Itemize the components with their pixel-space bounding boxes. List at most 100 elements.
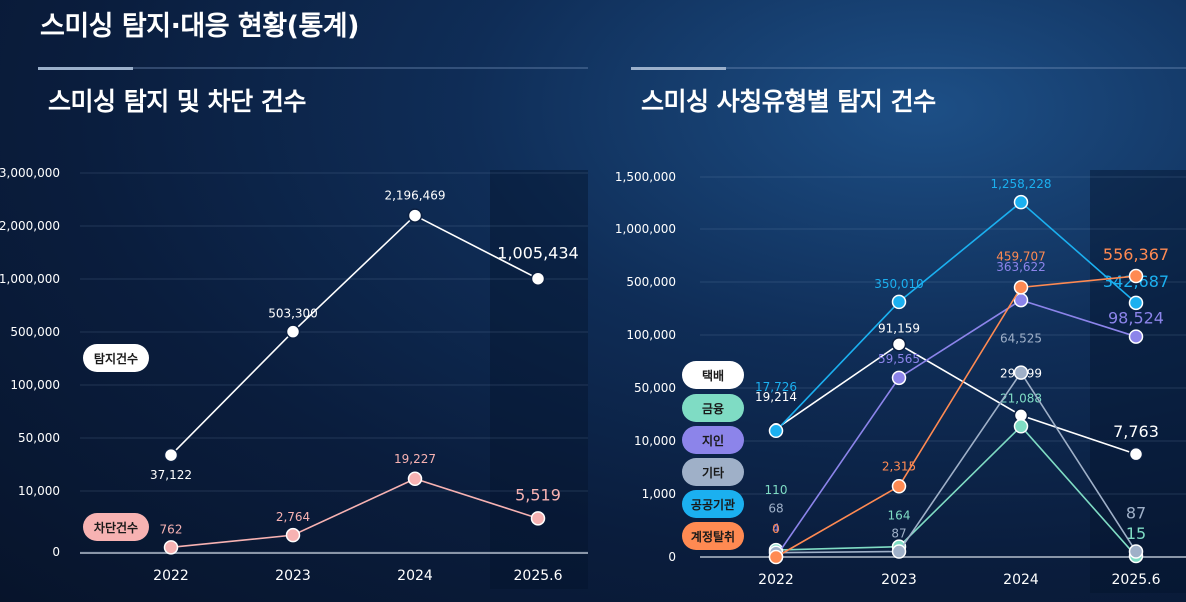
data-point [1013, 280, 1029, 295]
data-point [768, 549, 784, 565]
data-label: 2,315 [882, 459, 916, 473]
chart-2: 0 1,000 10,000 50,000 100,000 500,000 1,000,00… [615, 170, 1186, 593]
data-label: 459,707 [996, 249, 1046, 263]
data-point [1013, 365, 1029, 380]
right-section-rule [631, 67, 1186, 70]
data-label: 110 [765, 483, 788, 497]
series-line [775, 201, 1137, 432]
data-label: 503,300 [268, 307, 318, 321]
data-label: 59,565 [878, 352, 920, 366]
data-label: 19,214 [755, 390, 797, 404]
data-point [891, 544, 907, 559]
series-line [775, 275, 1137, 558]
data-label: 0 [772, 522, 780, 536]
left-panel-title: 스미싱 탐지 및 차단 건수 [48, 87, 306, 116]
series-line [170, 477, 539, 549]
y-tick-label: 50,000 [634, 381, 676, 395]
data-point [1128, 544, 1144, 559]
data-point [891, 337, 907, 352]
data-label: 98,524 [1108, 309, 1164, 328]
page-title: 스미싱 탐지·대응 현황(통계) [40, 11, 359, 42]
data-point [1128, 268, 1144, 284]
series-기타: 68 87 64,525 87 [768, 332, 1146, 560]
data-point [285, 527, 301, 543]
data-label: 350,010 [874, 277, 924, 291]
data-label: 4 [772, 522, 780, 536]
legend-item-금융: 금융 [682, 394, 744, 422]
data-point [1128, 446, 1144, 462]
data-label: 762 [160, 522, 183, 536]
y-tick-label: 1,500,000 [615, 170, 676, 184]
right-panel-title: 스미싱 사칭유형별 탐지 건수 [641, 87, 936, 116]
series-차단건수: 762 2,764 19,227 5,519 [160, 452, 561, 555]
y-tick-label: 500,000 [10, 325, 60, 339]
data-point [1013, 194, 1029, 210]
data-label: 7,763 [1113, 422, 1159, 441]
data-point [407, 471, 423, 487]
x-tick-label: 2022 [758, 572, 794, 588]
highlight-column [490, 170, 588, 589]
data-label: 1,005,434 [497, 244, 578, 263]
series-line [775, 299, 1137, 558]
legend-item-지인: 지인 [682, 426, 744, 454]
data-label: 68 [768, 502, 783, 516]
data-label: 64,525 [1000, 332, 1042, 346]
data-point [891, 294, 907, 310]
data-label: 5,519 [515, 485, 561, 504]
x-tick-label: 2022 [153, 568, 189, 584]
data-label: 15 [1126, 524, 1146, 543]
data-label: 19,227 [394, 452, 436, 466]
y-tick-label: 0 [52, 545, 60, 559]
series-line [775, 425, 1137, 557]
data-label: 2,196,469 [384, 189, 445, 203]
legend-item-계정탈취: 계정탈취 [682, 522, 744, 550]
left-section-rule [38, 67, 588, 70]
series-계정탈취: 0 2,315 459,707 556,367 [768, 245, 1169, 565]
y-tick-label: 1,000 [642, 487, 676, 501]
data-point [530, 271, 546, 286]
y-tick-label: 1,000,000 [615, 222, 676, 236]
series-line [775, 343, 1137, 455]
data-label: 556,367 [1103, 245, 1169, 264]
x-tick-label: 2023 [881, 572, 917, 588]
x-tick-label: 2024 [397, 568, 433, 584]
series-탐지건수: 37,122 503,300 2,196,469 1,005,434 [150, 189, 579, 482]
data-point [1128, 329, 1144, 344]
y-tick-label: 1,000,000 [0, 272, 60, 286]
data-point [163, 540, 179, 555]
data-point [530, 511, 546, 526]
data-point [285, 324, 301, 339]
data-point [1013, 419, 1029, 434]
x-tick-label: 2025.6 [514, 568, 563, 584]
series-line [170, 214, 539, 456]
data-label: 87 [1126, 504, 1146, 523]
data-label: 87 [891, 527, 906, 541]
series-지인: 4 59,565 363,622 98,524 [768, 260, 1164, 564]
y-tick-label: 0 [668, 550, 676, 564]
y-tick-label: 10,000 [634, 434, 676, 448]
data-label: 164 [888, 509, 911, 523]
data-label: 1,258,228 [990, 177, 1051, 191]
y-tick-label: 100,000 [10, 378, 60, 392]
y-tick-label: 2,000,000 [0, 219, 60, 233]
data-label: 17,726 [755, 380, 797, 394]
series-line [775, 371, 1137, 554]
y-tick-label: 10,000 [18, 484, 60, 498]
data-point [891, 370, 907, 386]
legend-item-탐지건수: 탐지건수 [83, 344, 149, 372]
data-label: 363,622 [996, 260, 1046, 274]
data-label: 2,764 [276, 510, 310, 524]
y-tick-label: 500,000 [626, 275, 676, 289]
data-point [163, 447, 179, 463]
data-point [1128, 295, 1144, 311]
y-tick-label: 50,000 [18, 431, 60, 445]
x-tick-label: 2025.6 [1112, 572, 1161, 588]
data-label: 21,088 [1000, 391, 1042, 405]
legend-item-택배: 택배 [682, 361, 744, 389]
data-point [891, 479, 907, 494]
legend-item-기타: 기타 [682, 458, 744, 486]
data-point [407, 208, 423, 223]
legend-item-차단건수: 차단건수 [83, 513, 149, 541]
